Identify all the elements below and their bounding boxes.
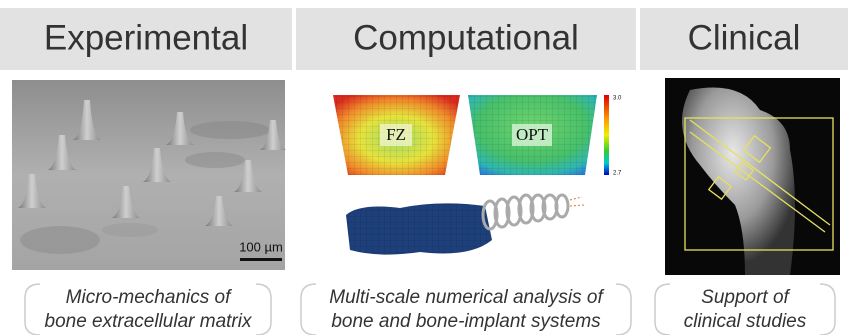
caption-line: Support of: [701, 287, 790, 308]
map-label: OPT: [516, 125, 549, 144]
caption-line: clinical studies: [684, 311, 807, 332]
caption-line: Micro-mechanics of: [66, 287, 232, 308]
map-label: FZ: [386, 125, 406, 144]
bone-implant-model: [346, 195, 584, 255]
scale-bar-label: 100 µm: [239, 239, 283, 254]
fe-maps: FZ OPT 3.0 2.7: [333, 95, 622, 177]
panel-title: Clinical: [688, 18, 801, 57]
colorbar-label: 2.7: [613, 171, 622, 177]
figure: Experimental Computational Clinical 100 …: [0, 0, 848, 335]
caption-line: bone extracellular matrix: [45, 311, 253, 332]
panel-title: Experimental: [44, 18, 248, 57]
caption-line: bone and bone-implant systems: [331, 311, 601, 332]
xray-image: [665, 78, 840, 275]
caption-line: Multi-scale numerical analysis of: [329, 287, 604, 308]
sem-image: 100 µm: [12, 80, 286, 270]
colorbar-label: 3.0: [613, 96, 622, 102]
panel-title: Computational: [353, 18, 579, 57]
